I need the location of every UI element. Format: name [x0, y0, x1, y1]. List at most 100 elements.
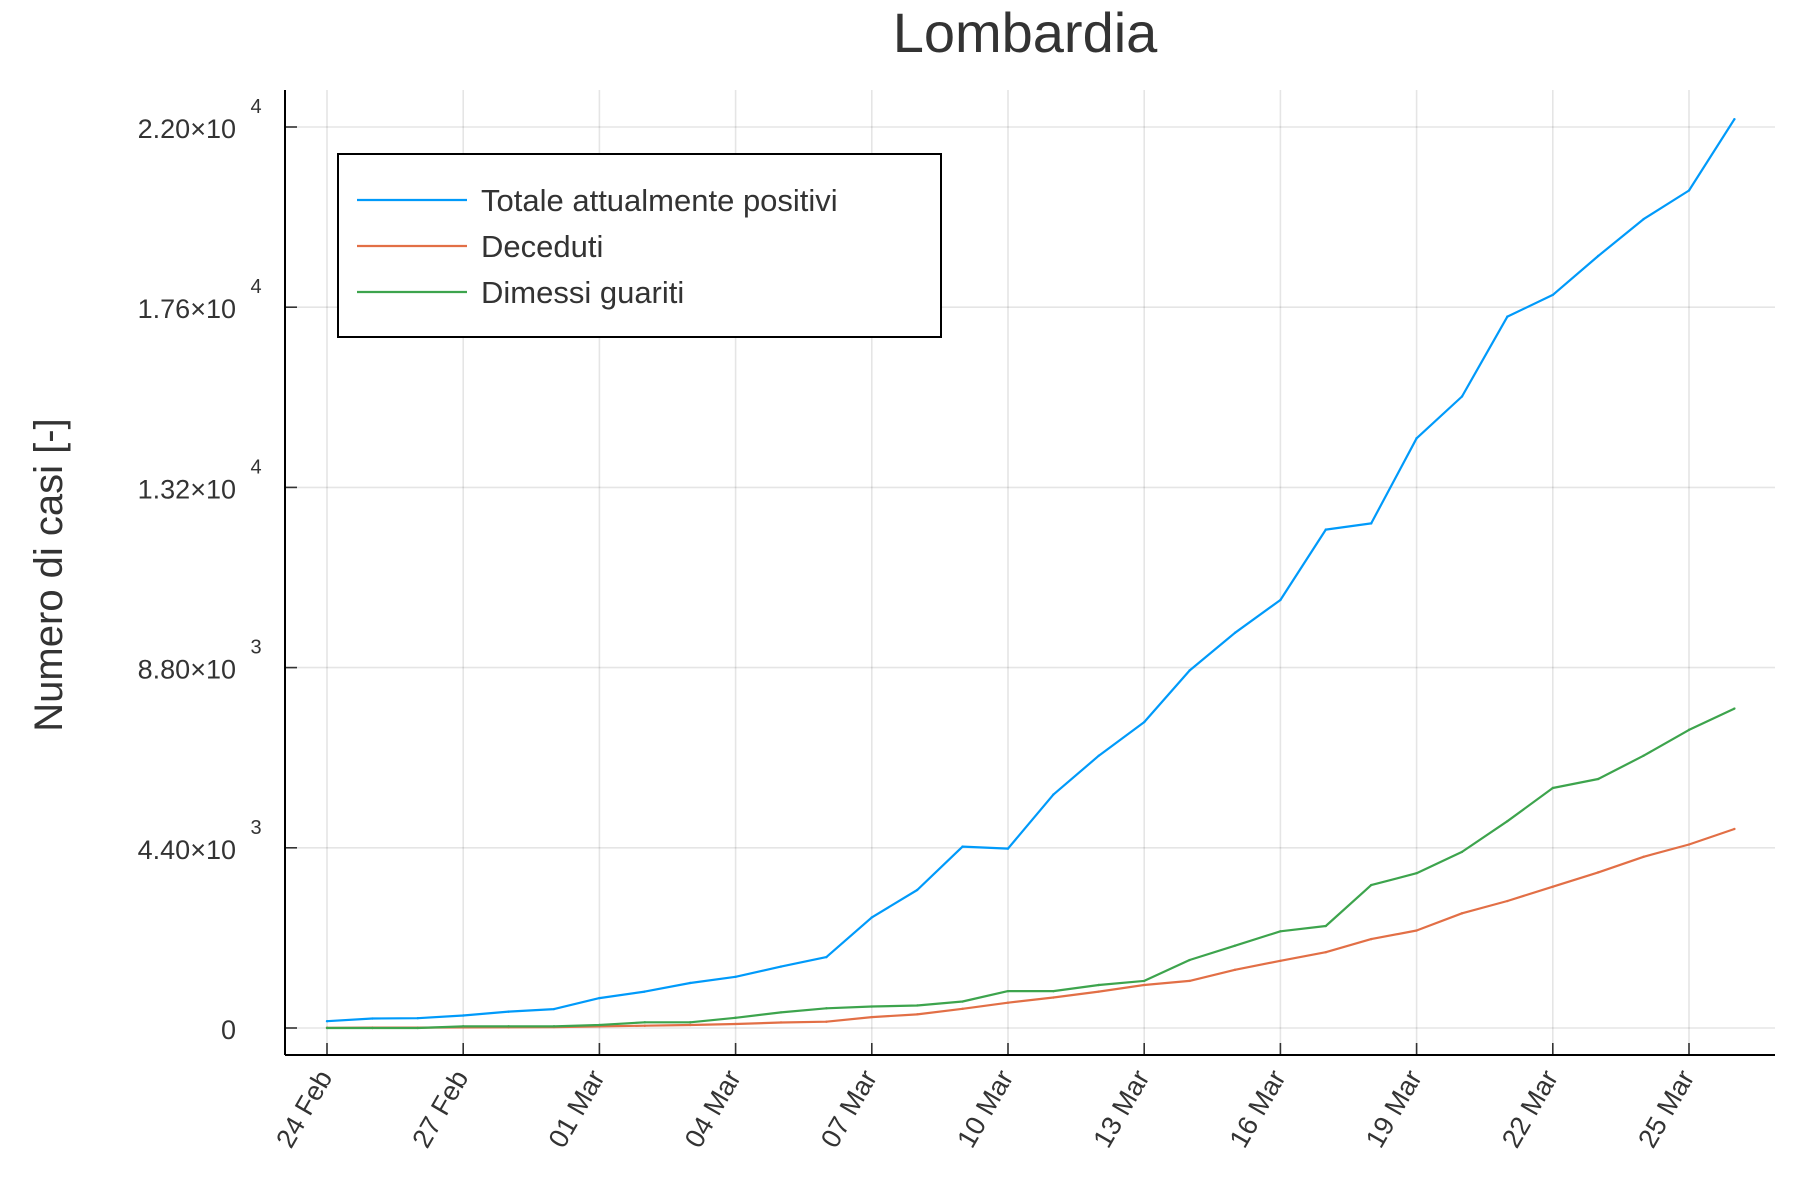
- data-point: [1324, 528, 1328, 531]
- data-point: [1460, 395, 1464, 398]
- data-point: [1597, 871, 1600, 874]
- data-point: [734, 1022, 737, 1026]
- data-point: [1097, 754, 1101, 757]
- data-point: [507, 1010, 510, 1013]
- x-tick-label: 13 Mar: [1087, 1065, 1155, 1153]
- data-point: [1052, 996, 1055, 999]
- data-point: [1324, 951, 1328, 954]
- legend-label: Totale attualmente positivi: [481, 183, 838, 218]
- data-point: [1370, 883, 1373, 887]
- data-point: [1233, 968, 1237, 972]
- data-point: [1279, 930, 1282, 933]
- data-point: [552, 1007, 556, 1011]
- data-point: [552, 1025, 556, 1028]
- x-tick-label: 10 Mar: [951, 1065, 1019, 1153]
- data-point: [1188, 669, 1191, 672]
- data-point: [1642, 754, 1645, 757]
- legend-label: Deceduti: [481, 229, 603, 264]
- data-point: [1233, 631, 1237, 634]
- data-point: [870, 1005, 873, 1008]
- data-point: [870, 916, 873, 919]
- x-tick-label: 24 Feb: [270, 1065, 338, 1153]
- x-tick-labels: 24 Feb 27 Feb 01 Mar 04 Mar 07 Mar 10 Mar 13 M…: [270, 1065, 1700, 1153]
- x-tick-label: 27 Feb: [406, 1065, 474, 1153]
- data-point: [1597, 777, 1600, 781]
- data-point: [416, 1016, 419, 1020]
- series-line: [326, 827, 1735, 1029]
- data-point: [1733, 118, 1736, 121]
- data-point: [1324, 924, 1328, 928]
- data-point: [1143, 979, 1146, 983]
- data-point: [416, 1026, 419, 1030]
- data-point: [779, 965, 783, 968]
- data-point: [598, 996, 601, 1000]
- data-point: [1642, 217, 1645, 221]
- data-point: [916, 1004, 919, 1007]
- x-tick-label: 22 Mar: [1496, 1065, 1564, 1153]
- data-point: [1687, 189, 1691, 192]
- data-point: [1506, 819, 1509, 823]
- data-point: [1188, 958, 1191, 962]
- x-tick-label: 16 Mar: [1224, 1065, 1292, 1153]
- data-point: [1415, 929, 1418, 932]
- series-2: [325, 827, 1736, 1029]
- series-3: [325, 707, 1736, 1030]
- y-tick-label: 8.80×10: [138, 655, 236, 685]
- data-point: [643, 1021, 646, 1024]
- data-point: [1370, 937, 1373, 941]
- data-point: [1279, 598, 1282, 602]
- y-tick-exponent: 4: [250, 456, 261, 478]
- data-point: [1506, 899, 1509, 903]
- data-point: [916, 1013, 919, 1016]
- data-point: [734, 975, 737, 979]
- data-point: [1052, 793, 1055, 796]
- data-point: [870, 1015, 873, 1019]
- data-point: [1006, 989, 1010, 993]
- series-line: [327, 707, 1735, 1030]
- data-point: [598, 1023, 601, 1027]
- data-point: [825, 1020, 828, 1023]
- data-point: [689, 981, 692, 985]
- data-point: [1233, 944, 1237, 947]
- data-point: [1415, 871, 1418, 875]
- data-point: [825, 1007, 828, 1010]
- data-point: [371, 1026, 374, 1030]
- y-tick-label: 0: [221, 1015, 236, 1045]
- x-tick-label: 07 Mar: [815, 1065, 883, 1153]
- data-point: [1006, 847, 1010, 850]
- data-point: [1460, 912, 1464, 915]
- data-point: [1279, 959, 1282, 963]
- data-point: [1052, 989, 1055, 993]
- data-point: [689, 1021, 692, 1024]
- data-point: [1006, 1001, 1010, 1004]
- series-1: [325, 118, 1736, 1023]
- data-point: [371, 1017, 374, 1020]
- data-point: [689, 1023, 692, 1027]
- data-point: [1506, 315, 1509, 318]
- data-point: [1143, 720, 1146, 724]
- data-point: [1551, 786, 1555, 790]
- y-tick-label: 1.76×10: [138, 294, 236, 324]
- data-point: [507, 1025, 510, 1028]
- data-point: [1460, 850, 1464, 854]
- y-axis-label: Numero di casi [-]: [27, 418, 71, 731]
- data-point: [325, 1026, 329, 1030]
- data-point: [325, 1020, 329, 1023]
- data-point: [643, 1024, 646, 1027]
- series-line: [326, 118, 1736, 1023]
- data-point: [779, 1021, 783, 1024]
- data-point: [1097, 983, 1101, 987]
- y-tick-label: 1.32×10: [138, 474, 236, 504]
- y-tick-exponent: 4: [250, 276, 261, 298]
- x-tick-label: 19 Mar: [1360, 1065, 1428, 1153]
- x-tick-label: 25 Mar: [1632, 1065, 1700, 1153]
- axes: [284, 90, 1775, 1056]
- data-point: [1733, 827, 1736, 831]
- data-point: [779, 1011, 783, 1014]
- y-tick-labels: 0 4.40×10 3 8.80×10 3 1.32×10 4 1.76×10 4 2.20×10…: [138, 96, 262, 1045]
- data-point: [1551, 885, 1555, 888]
- y-tick-label: 4.40×10: [138, 835, 236, 865]
- data-point: [1188, 979, 1191, 983]
- series-lines: [325, 118, 1736, 1030]
